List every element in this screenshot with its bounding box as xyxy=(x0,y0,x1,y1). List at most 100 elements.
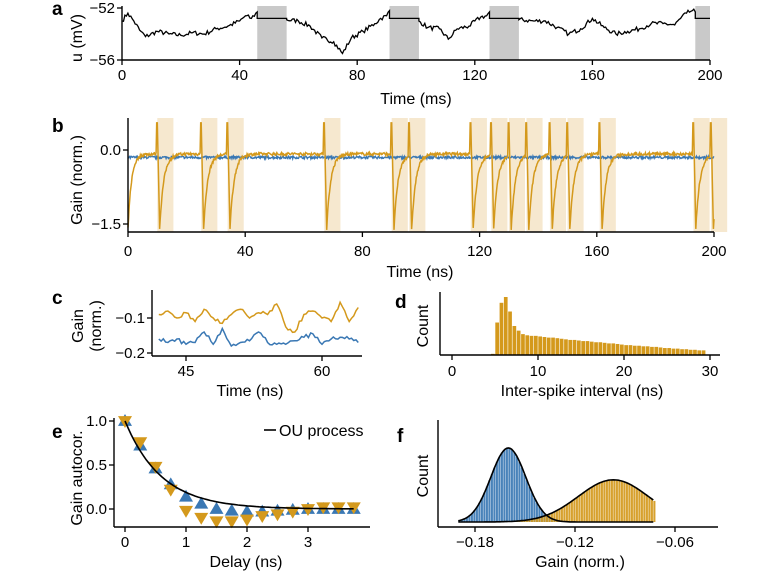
c-ylabel-line2: (norm.) xyxy=(88,300,105,352)
f-orange-histogram-bar xyxy=(535,518,538,522)
e-orange-marker xyxy=(285,506,300,519)
f-orange-histogram-bar xyxy=(580,493,583,522)
e-xtick-label: 3 xyxy=(304,534,312,551)
e-orange-marker xyxy=(224,516,239,529)
f-blue-histogram-bar xyxy=(530,492,533,522)
a-xtick-label: 0 xyxy=(118,67,126,84)
d-histogram-bar xyxy=(581,341,585,355)
c-xtick-label: 45 xyxy=(178,363,195,380)
f-blue-histogram-bar xyxy=(503,449,506,522)
c-ytick-label: −0.2 xyxy=(115,345,145,362)
f-orange-histogram-bar xyxy=(570,500,573,522)
f-orange-histogram-bar xyxy=(605,480,608,522)
b-ytick-label: −1.5 xyxy=(91,216,121,233)
f-orange-histogram-bar xyxy=(623,481,626,522)
f-orange-histogram-bar xyxy=(578,495,581,522)
d-histogram-bar xyxy=(559,338,564,355)
panel-label-b: b xyxy=(52,116,64,137)
f-orange-histogram-bar xyxy=(583,491,586,522)
f-orange-histogram-bar xyxy=(635,488,638,522)
f-orange-histogram-bar xyxy=(528,519,531,522)
d-histogram-bar xyxy=(577,340,581,355)
a-xtick-label: 160 xyxy=(580,67,605,84)
f-orange-histogram-bar xyxy=(615,480,618,522)
a-ylabel: u (mV) xyxy=(69,14,86,62)
d-histogram-bar xyxy=(542,337,547,355)
f-orange-histogram-bar xyxy=(533,518,536,522)
f-blue-histogram-bar xyxy=(513,452,516,522)
d-histogram-bar xyxy=(538,336,542,355)
f-blue-histogram-bar xyxy=(523,473,526,522)
f-blue-histogram-bar xyxy=(490,473,493,522)
f-orange-histogram-bar xyxy=(540,516,543,522)
d-histogram-bar xyxy=(521,334,525,355)
f-orange-histogram-bar xyxy=(585,490,588,522)
f-orange-histogram-bar xyxy=(588,488,591,522)
f-orange-histogram-bar xyxy=(590,486,593,522)
f-orange-histogram-bar xyxy=(640,491,643,522)
d-histogram-bar xyxy=(632,345,637,355)
f-xtick-label: −0.12 xyxy=(556,534,594,551)
f-orange-histogram-bar xyxy=(645,495,648,522)
a-membrane-trace xyxy=(121,8,710,55)
b-ytick-label: 0.0 xyxy=(100,142,121,159)
d-xtick-label: 30 xyxy=(702,363,719,380)
c-xtick-label: 60 xyxy=(314,363,331,380)
d-xtick-label: 0 xyxy=(448,363,456,380)
d-histogram-bar xyxy=(637,345,641,355)
c-xlabel: Time (ns) xyxy=(217,383,284,400)
d-histogram-bar xyxy=(658,347,663,355)
d-histogram-bar xyxy=(602,342,607,355)
d-histogram-bar xyxy=(628,345,633,355)
b-xtick-label: 0 xyxy=(124,243,132,260)
panel-label-f: f xyxy=(397,426,404,447)
f-xtick-label: −0.06 xyxy=(656,534,694,551)
b-xtick-label: 120 xyxy=(467,243,492,260)
d-histogram-bar xyxy=(671,348,676,355)
e-xtick-label: 0 xyxy=(121,534,129,551)
e-blue-marker xyxy=(179,489,193,502)
b-xlabel: Time (ns) xyxy=(387,264,454,281)
e-orange-marker xyxy=(194,512,209,525)
a-reset-band xyxy=(489,6,519,60)
d-histogram-bar xyxy=(697,350,702,355)
d-xtick-label: 20 xyxy=(616,363,633,380)
e-orange-marker xyxy=(179,505,193,518)
d-histogram-bar xyxy=(693,349,697,355)
f-blue-histogram-bar xyxy=(510,449,513,522)
b-orange-trace xyxy=(127,122,715,230)
f-orange-histogram-bar xyxy=(625,482,628,522)
d-histogram-bar xyxy=(663,348,667,355)
e-ytick-label: 0.5 xyxy=(86,457,107,474)
a-ytick-label: −52 xyxy=(90,0,115,17)
f-xlabel: Gain (norm.) xyxy=(535,554,625,571)
e-orange-marker xyxy=(209,516,224,529)
f-orange-histogram-bar xyxy=(643,493,646,522)
f-orange-histogram-bar xyxy=(648,497,651,522)
a-xtick-label: 120 xyxy=(462,67,487,84)
f-orange-histogram-bar xyxy=(558,509,561,522)
f-orange-histogram-bar xyxy=(618,480,621,522)
e-blue-marker xyxy=(240,504,254,517)
d-histogram-bar xyxy=(525,335,530,355)
f-blue-histogram-bar xyxy=(483,492,486,522)
d-histogram-bar xyxy=(585,341,590,355)
d-histogram-bar xyxy=(675,348,680,355)
f-blue-histogram-bar xyxy=(535,502,538,522)
a-xtick-label: 40 xyxy=(231,67,248,84)
panel-label-a: a xyxy=(52,0,63,20)
d-histogram-bar xyxy=(684,349,689,355)
e-ytick-label: 0.0 xyxy=(86,501,107,518)
e-ytick-label: 1.0 xyxy=(86,413,107,430)
e-blue-marker xyxy=(209,502,224,514)
c-ytick-label: −0.1 xyxy=(115,310,145,327)
d-histogram-bar xyxy=(654,346,659,355)
b-xtick-label: 40 xyxy=(237,243,254,260)
a-xtick-label: 200 xyxy=(697,67,722,84)
d-histogram-bar xyxy=(650,346,654,355)
f-blue-histogram-bar xyxy=(520,467,523,522)
d-histogram-bar xyxy=(568,339,573,355)
e-orange-marker xyxy=(301,504,315,516)
e-blue-marker xyxy=(194,496,209,509)
